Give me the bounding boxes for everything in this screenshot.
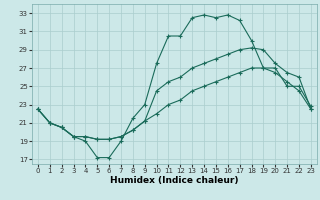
- X-axis label: Humidex (Indice chaleur): Humidex (Indice chaleur): [110, 176, 239, 185]
